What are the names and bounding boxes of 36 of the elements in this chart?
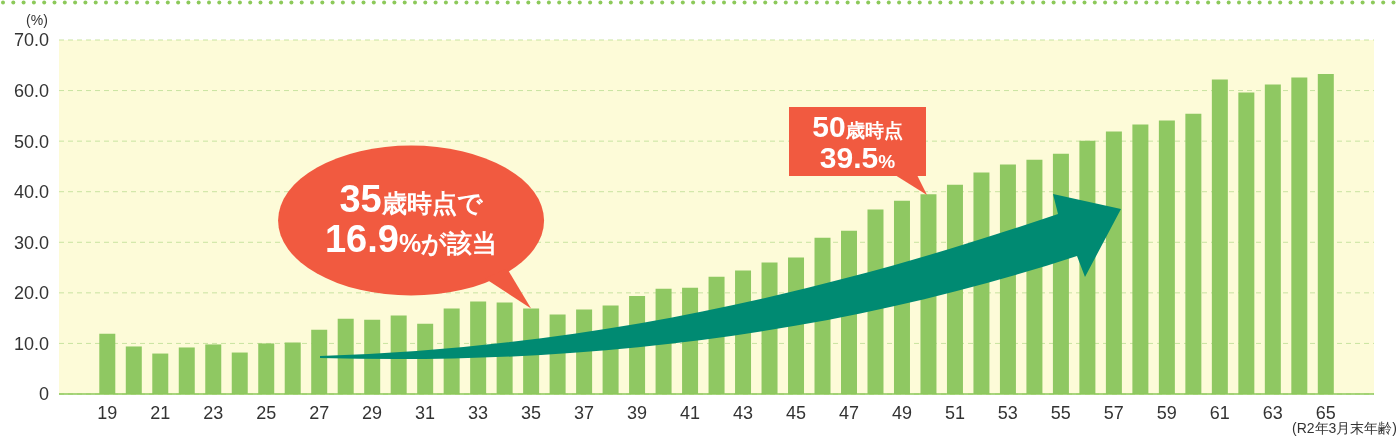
x-tick-label: 47 — [838, 402, 859, 423]
x-tick-label: 19 — [97, 402, 118, 423]
y-axis-title: (%) — [26, 12, 48, 28]
x-tick-label: 31 — [415, 402, 436, 423]
x-tick-label: 61 — [1209, 402, 1230, 423]
x-tick-label: 37 — [574, 402, 595, 423]
text: (R2年3月末年齢) — [1291, 420, 1397, 436]
x-tick-label: 55 — [1050, 402, 1071, 423]
y-tick-label: 60.0 — [13, 80, 49, 101]
x-tick-label: 49 — [891, 402, 912, 423]
x-tick-label: 21 — [150, 402, 171, 423]
x-tick-label: 35 — [521, 402, 542, 423]
y-tick-label: 0 — [38, 384, 49, 405]
x-tick-label: 29 — [362, 402, 383, 423]
x-tick-label: 59 — [1156, 402, 1177, 423]
y-tick-label: 10.0 — [13, 333, 49, 354]
x-tick-label: 39 — [627, 402, 648, 423]
x-tick-label: 27 — [309, 402, 330, 423]
y-tick-label: 70.0 — [13, 30, 49, 51]
x-tick-label: 51 — [944, 402, 965, 423]
annotation: 50歳時点 39.5% — [812, 110, 903, 174]
x-tick-label: 65 — [1315, 402, 1336, 423]
x-tick-label: 33 — [468, 402, 489, 423]
y-tick-label: 20.0 — [13, 283, 49, 304]
y-tick-label: 40.0 — [13, 182, 49, 203]
x-tick-label: 41 — [679, 402, 701, 423]
x-tick-label: 63 — [1262, 402, 1283, 423]
x-tick-label: 43 — [732, 402, 754, 423]
annotation: 35歳時点で 16.9%が該当 — [324, 177, 498, 260]
x-tick-label: 23 — [203, 402, 224, 423]
x-tick-label: 25 — [256, 402, 277, 423]
x-tick-label: 57 — [1103, 402, 1124, 423]
y-tick-label: 50.0 — [13, 131, 49, 152]
x-tick-label: 53 — [997, 402, 1018, 423]
x-tick-label: 45 — [785, 402, 806, 423]
y-tick-label: 30.0 — [13, 232, 49, 253]
